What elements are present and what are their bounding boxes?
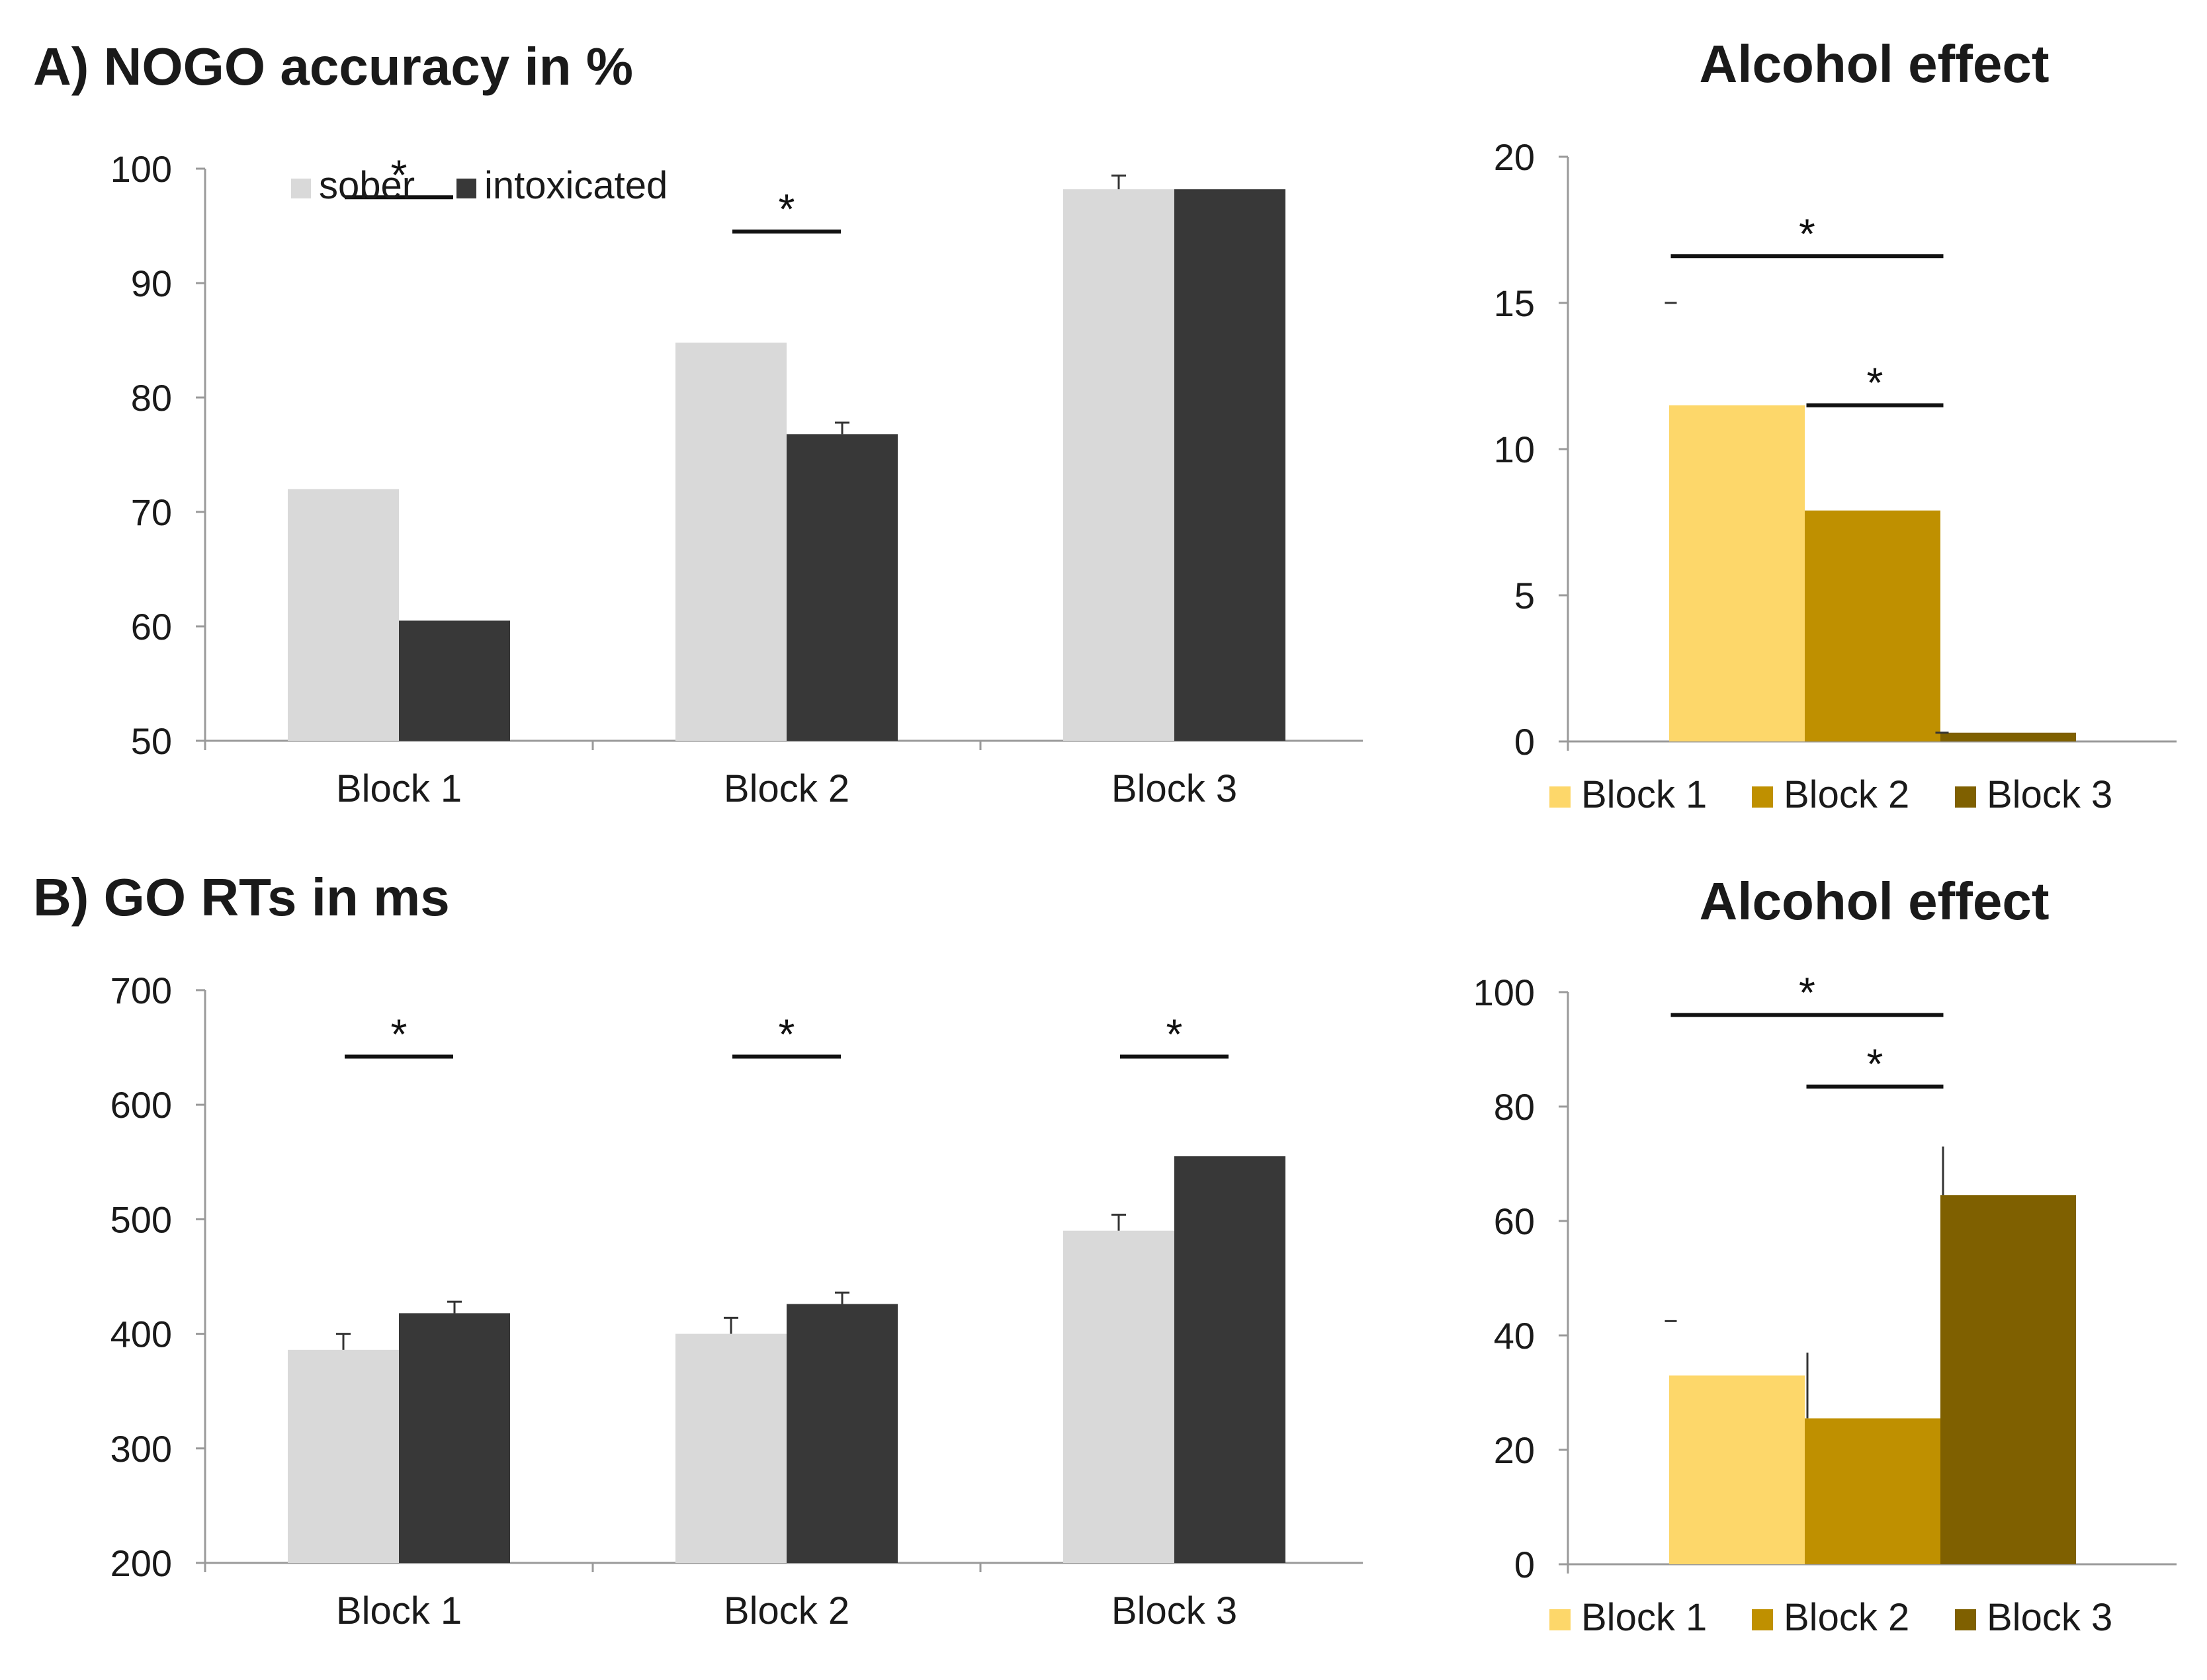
go_rt-y-tick-label: 300 [110,1428,172,1470]
nogo-significance-star: * [779,185,795,233]
nogo_effect-y-tick-label: 15 [1494,282,1535,324]
nogo_effect-y-tick-label: 20 [1494,136,1535,178]
nogo_effect-significance-star: * [1867,359,1883,407]
nogo_effect-significance-star: * [1799,210,1815,257]
go_rt-y-tick-label: 700 [110,970,172,1011]
nogo-y-tick-label: 100 [110,148,172,190]
nogo_effect-bar-block-2 [1805,510,1940,741]
nogo_effect-y-tick-label: 0 [1514,721,1535,763]
nogo-legend-swatch [291,179,311,198]
go-effect-title: Alcohol effect [1700,872,2050,931]
nogo-bar-intoxicated [787,434,898,741]
nogo_effect-y-tick-label: 10 [1494,429,1535,470]
go_rt-bar-sober [1063,1230,1174,1563]
go_effect-legend-swatch [1955,1609,1976,1630]
nogo-y-tick-label: 80 [131,377,172,419]
go_rt-bar-intoxicated [399,1313,510,1563]
nogo-category-label: Block 2 [724,767,849,810]
go_effect-legend-swatch [1549,1609,1571,1630]
go_rt-y-tick-label: 200 [110,1542,172,1584]
go_rt-category-label: Block 1 [336,1589,462,1632]
go_rt-category-label: Block 3 [1111,1589,1237,1632]
nogo_effect-legend-label: Block 3 [1987,773,2112,816]
nogo_effect-legend-swatch [1955,786,1976,808]
go_rt-y-tick-label: 400 [110,1314,172,1355]
go_rt-significance-star: * [1166,1010,1183,1058]
nogo_effect-legend-label: Block 1 [1581,773,1707,816]
go_rt-y-tick-label: 600 [110,1084,172,1126]
panel-a-title: A) NOGO accuracy in % [33,37,633,96]
go_effect-bar-block-3 [1940,1195,2076,1564]
nogo-legend-label: sober [319,164,415,207]
go_rt-category-label: Block 2 [724,1589,849,1632]
nogo-category-label: Block 3 [1111,767,1237,810]
nogo-y-tick-label: 70 [131,491,172,533]
panel-b-title: B) GO RTs in ms [33,868,450,927]
go_rt-bar-sober [288,1349,399,1563]
go_rt-bar-intoxicated [787,1304,898,1563]
nogo-y-tick-label: 90 [131,263,172,304]
go_effect-y-tick-label: 100 [1473,972,1535,1013]
go_rt-bar-sober [675,1333,787,1563]
nogo-bar-sober [1063,189,1174,741]
nogo-bar-sober [675,342,787,741]
nogo-legend-swatch [456,179,476,198]
nogo-category-label: Block 1 [336,767,462,810]
nogo_effect-bar-block-3 [1940,732,2076,741]
nogo-legend-label: intoxicated [484,164,668,207]
nogo-y-tick-label: 60 [131,606,172,648]
go_rt-significance-star: * [779,1010,795,1058]
go_effect-bar-block-2 [1805,1418,1940,1564]
go_effect-bar-block-1 [1669,1375,1805,1564]
nogo_effect-legend-swatch [1752,786,1773,808]
nogo_effect-y-tick-label: 5 [1514,575,1535,616]
go_effect-significance-star: * [1799,969,1815,1017]
go_rt-bar-intoxicated [1174,1156,1285,1563]
nogo_effect-bar-block-1 [1669,405,1805,741]
nogo_effect-legend-label: Block 2 [1784,773,1909,816]
go_rt-significance-star: * [391,1010,408,1058]
nogo-bar-sober [288,489,399,741]
go_effect-legend-swatch [1752,1609,1773,1630]
nogo-y-tick-label: 50 [131,720,172,762]
go_effect-significance-star: * [1867,1040,1883,1088]
go_effect-y-tick-label: 0 [1514,1544,1535,1585]
go_effect-y-tick-label: 40 [1494,1315,1535,1357]
nogo-bar-intoxicated [399,620,510,741]
nogo_effect-legend-swatch [1549,786,1571,808]
nogo-significance-star: * [391,151,408,198]
go_effect-legend-label: Block 3 [1987,1596,2112,1639]
go_effect-legend-label: Block 2 [1784,1596,1909,1639]
go_effect-legend-label: Block 1 [1581,1596,1707,1639]
go_effect-y-tick-label: 80 [1494,1086,1535,1128]
go_rt-y-tick-label: 500 [110,1198,172,1240]
nogo-bar-intoxicated [1174,189,1285,741]
nogo-effect-title: Alcohol effect [1700,34,2050,93]
go_effect-y-tick-label: 20 [1494,1429,1535,1471]
go_effect-y-tick-label: 60 [1494,1200,1535,1242]
